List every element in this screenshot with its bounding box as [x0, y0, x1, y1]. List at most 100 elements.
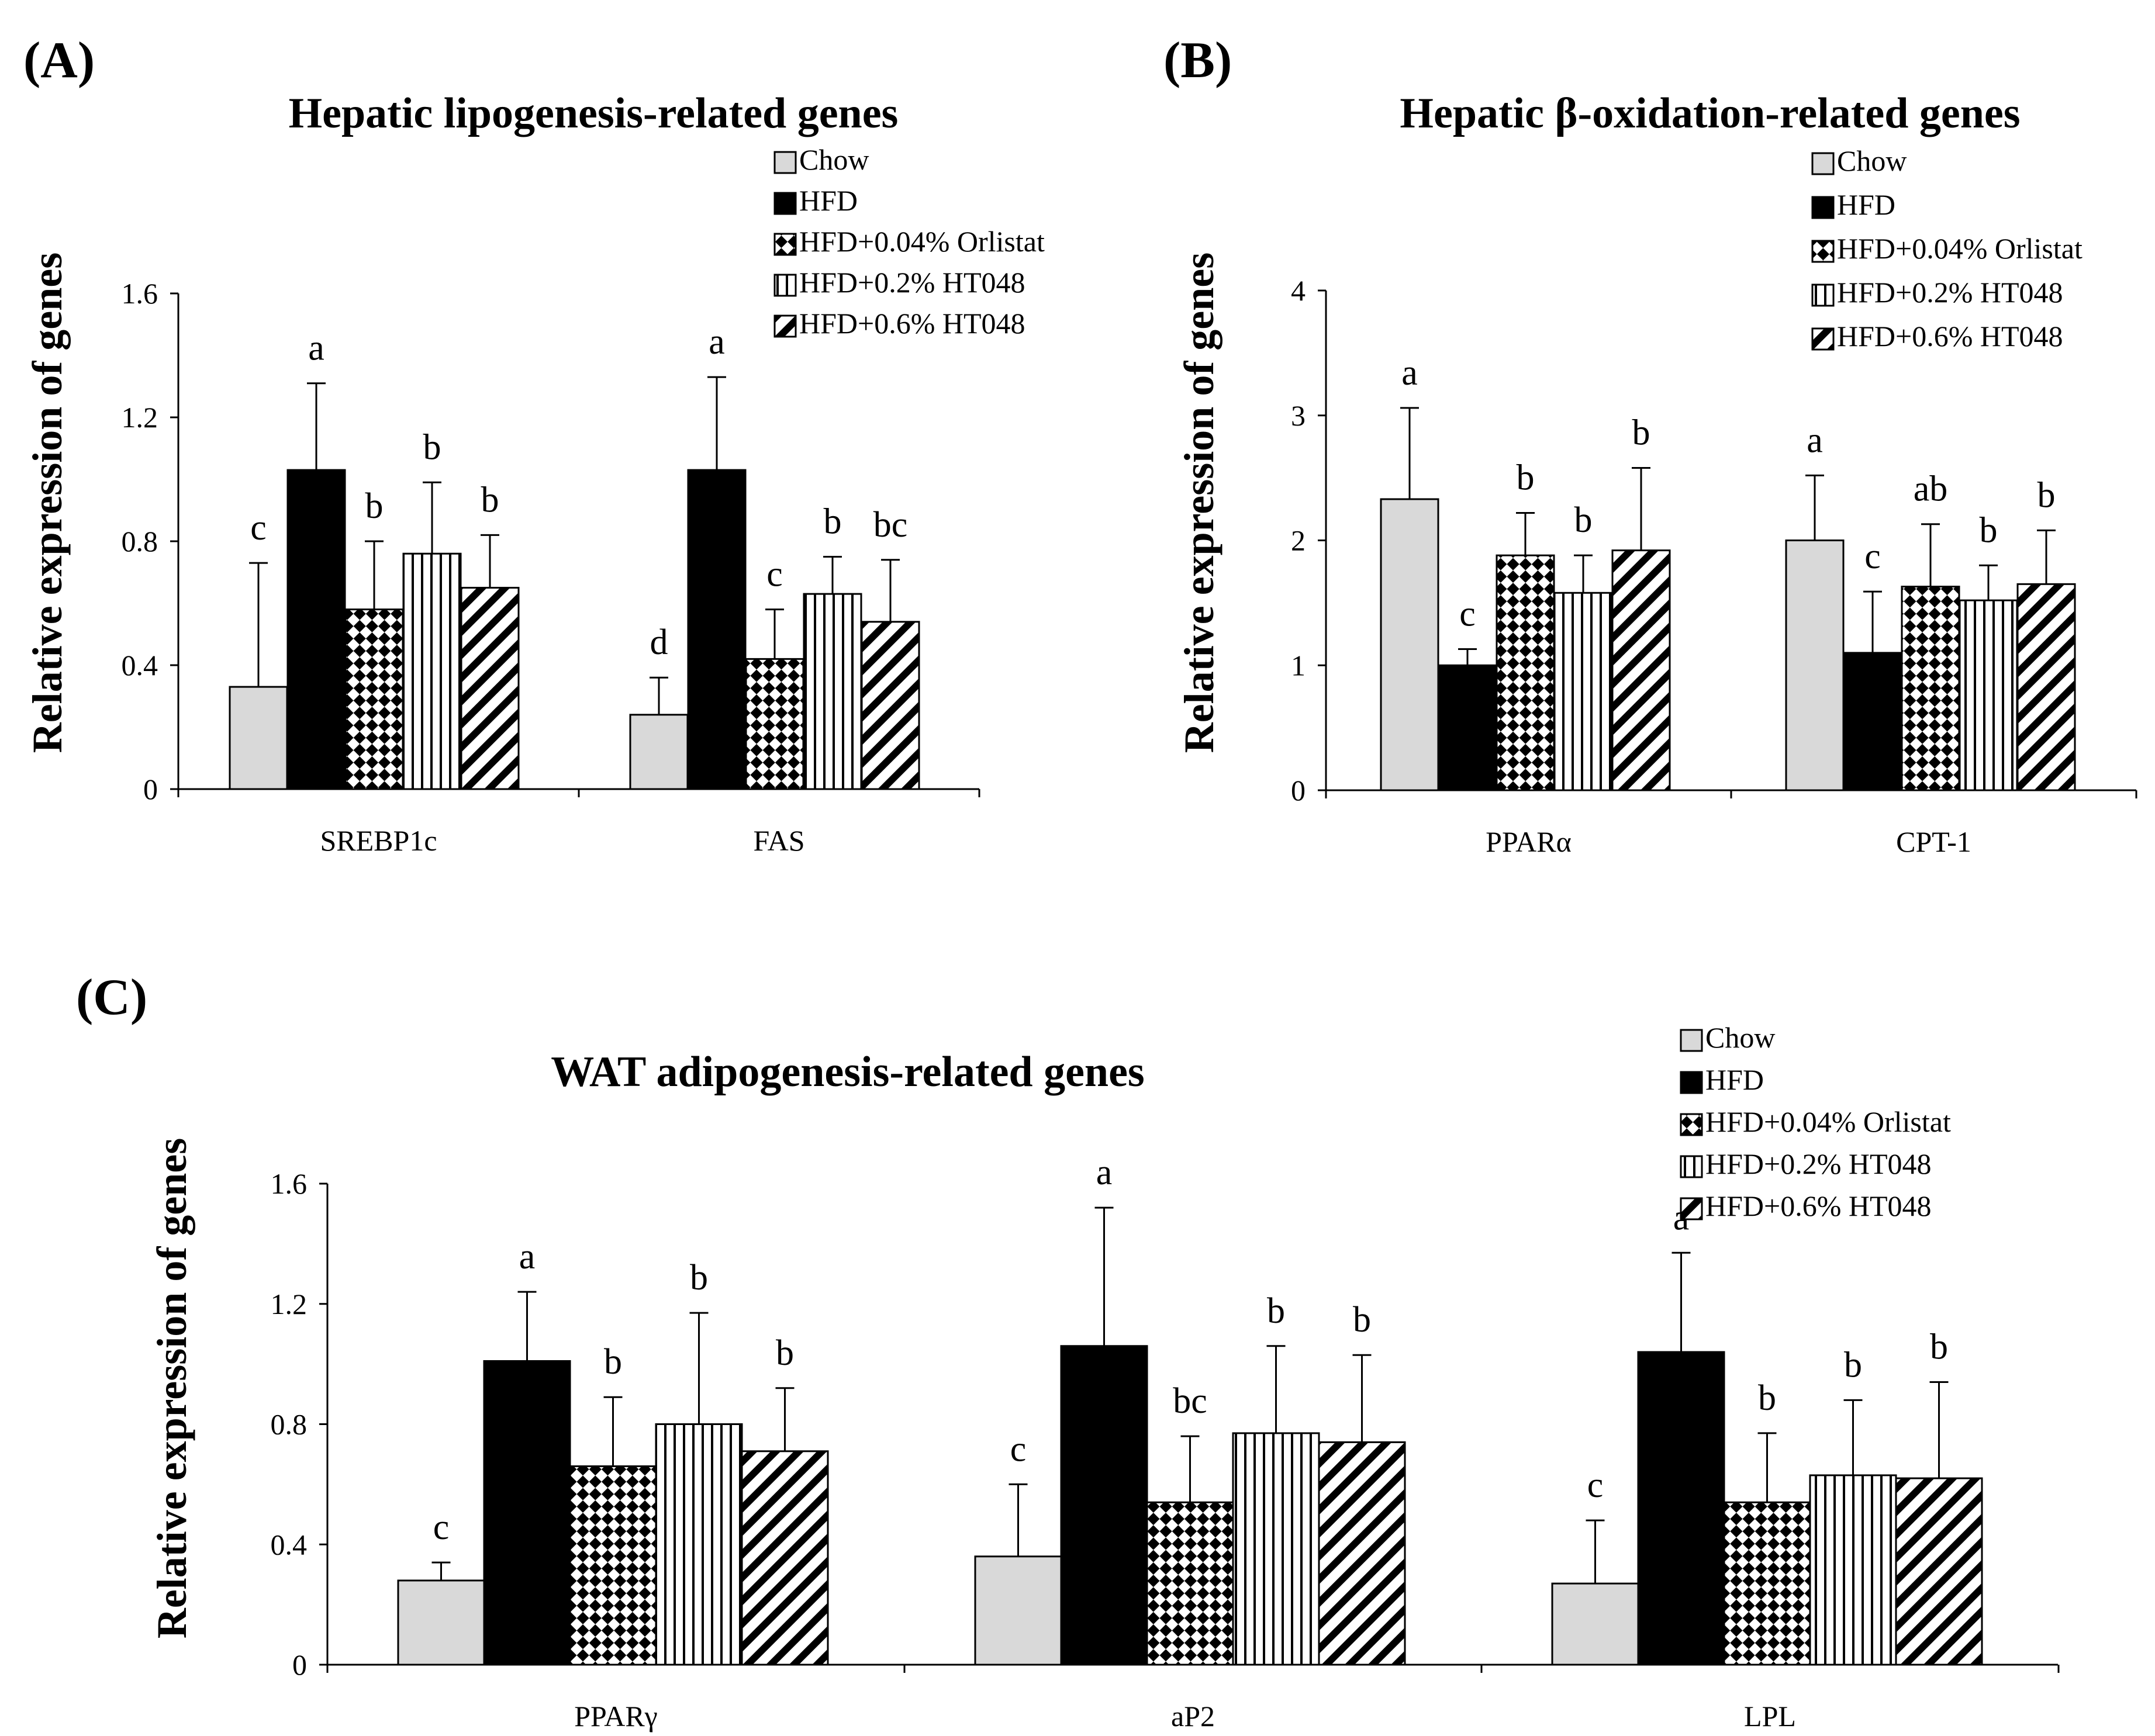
plot-area: 00.40.81.21.6PPARγcabbbaP2cabcbbLPLcabbb	[271, 1153, 2060, 1732]
legend-swatch	[1811, 240, 1835, 263]
significance-letter: a	[1096, 1153, 1113, 1192]
significance-letter: b	[1844, 1345, 1862, 1385]
legend-swatch	[1811, 327, 1835, 351]
significance-letter: a	[1401, 353, 1418, 393]
y-axis-label: Relative expression of genes	[148, 1138, 195, 1639]
significance-letter: d	[650, 623, 668, 662]
bar	[1146, 1501, 1234, 1666]
y-axis-label: Relative expression of genes	[1176, 253, 1222, 753]
legend-label: HFD+0.2% HT048	[1705, 1147, 1932, 1180]
legend-label: HFD+0.04% Orlistat	[799, 225, 1045, 258]
legend-swatch	[1811, 196, 1835, 219]
panel-label: (A)	[23, 32, 95, 89]
panel-label: (C)	[76, 969, 147, 1026]
bar	[344, 608, 404, 790]
significance-letter: c	[433, 1507, 450, 1547]
bar	[397, 1579, 485, 1666]
legend-swatch	[1811, 152, 1835, 175]
significance-letter: b	[1574, 500, 1593, 540]
significance-letter: b	[423, 427, 441, 467]
significance-letter: a	[519, 1237, 536, 1277]
legend: Chow HFD HFD+0.04% Orlistat HFD+0.2% HT048 H…	[773, 143, 1045, 340]
y-tick-label: 0.8	[271, 1408, 308, 1441]
legend-label: HFD+0.6% HT048	[799, 307, 1025, 340]
legend-label: Chow	[1705, 1021, 1775, 1054]
bar	[460, 587, 520, 790]
bar	[483, 1360, 571, 1666]
legend-swatch	[1680, 1113, 1703, 1136]
significance-letter: bc	[1173, 1381, 1207, 1421]
y-tick-label: 3	[1291, 399, 1306, 432]
bar	[1380, 498, 1439, 791]
significance-letter: c	[1010, 1429, 1027, 1469]
significance-letter: b	[1517, 458, 1535, 497]
y-tick-label: 0	[292, 1648, 307, 1681]
category-label: aP2	[1171, 1700, 1215, 1732]
legend-label: HFD+0.2% HT048	[1837, 276, 2063, 309]
bar	[1060, 1345, 1148, 1666]
y-tick-label: 0	[1291, 774, 1306, 807]
bar	[1232, 1432, 1320, 1666]
chart-title: Hepatic lipogenesis-related genes	[289, 89, 899, 137]
significance-letter: b	[365, 486, 384, 526]
y-axis-label: Relative expression of genes	[24, 253, 71, 753]
y-tick-label: 1	[1291, 649, 1306, 682]
legend-label: HFD	[799, 184, 858, 217]
significance-letter: c	[1587, 1465, 1604, 1505]
legend-label: HFD+0.04% Orlistat	[1705, 1105, 1951, 1138]
y-tick-label: 1.2	[271, 1288, 308, 1320]
chart-title: Hepatic β-oxidation-related genes	[1400, 89, 2020, 137]
y-tick-label: 0	[143, 773, 158, 805]
bar	[569, 1465, 657, 1666]
category-label: PPARα	[1486, 825, 1572, 858]
y-tick-label: 1.6	[271, 1167, 308, 1200]
legend-swatch	[1680, 1155, 1703, 1178]
bar	[629, 714, 689, 790]
significance-letter: b	[481, 480, 499, 520]
bar	[402, 552, 462, 790]
significance-letter: b	[690, 1258, 708, 1298]
bar	[1551, 1582, 1639, 1666]
legend-swatch	[773, 192, 797, 215]
category-label: LPL	[1744, 1700, 1796, 1732]
bar	[229, 686, 288, 790]
legend-label: HFD	[1705, 1063, 1764, 1096]
bar	[974, 1555, 1062, 1666]
y-tick-label: 4	[1291, 274, 1306, 307]
bar	[803, 593, 862, 790]
legend-label: HFD+0.6% HT048	[1705, 1189, 1932, 1222]
legend-swatch	[773, 274, 797, 297]
significance-letter: a	[1807, 420, 1823, 460]
bar	[1553, 592, 1613, 791]
significance-letter: b	[1980, 510, 1998, 550]
bar	[1723, 1501, 1811, 1666]
bar	[1611, 549, 1671, 791]
legend-label: Chow	[799, 143, 869, 176]
significance-letter: c	[1459, 594, 1476, 634]
bar	[286, 469, 346, 790]
bar	[1496, 554, 1555, 791]
bar	[1895, 1477, 1983, 1666]
legend-swatch	[773, 314, 797, 338]
category-label: PPARγ	[574, 1700, 658, 1732]
legend-swatch	[1811, 283, 1835, 307]
bar	[687, 469, 747, 790]
significance-letter: b	[1758, 1378, 1776, 1418]
legend-label: HFD+0.04% Orlistat	[1837, 232, 2083, 265]
bar	[1959, 599, 2018, 791]
panel-label: (B)	[1163, 32, 1232, 89]
bar	[1637, 1351, 1725, 1666]
category-label: FAS	[753, 824, 804, 857]
y-tick-label: 1.2	[122, 401, 158, 434]
category-label: SREBP1c	[320, 824, 437, 857]
significance-letter: b	[2037, 475, 2056, 515]
legend-swatch	[773, 151, 797, 174]
significance-letter: b	[1930, 1327, 1948, 1367]
significance-letter: b	[824, 502, 842, 542]
significance-letter: b	[1267, 1291, 1285, 1331]
bar	[1318, 1441, 1406, 1666]
significance-letter: a	[709, 322, 725, 362]
significance-letter: ab	[1914, 469, 1948, 509]
significance-letter: c	[250, 508, 267, 548]
